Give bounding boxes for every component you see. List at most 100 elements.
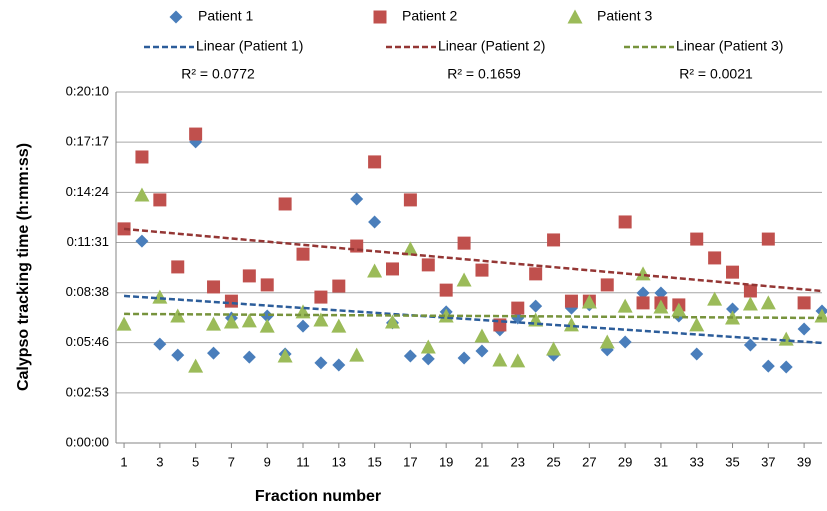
point	[457, 236, 471, 250]
point	[707, 291, 723, 306]
point	[511, 301, 525, 315]
point	[207, 280, 221, 294]
x-tick-label: 15	[367, 454, 381, 469]
point	[618, 335, 632, 349]
point	[618, 215, 632, 229]
point	[385, 262, 399, 276]
point	[581, 294, 597, 309]
point	[260, 309, 274, 323]
x-tick-label: 9	[264, 454, 271, 469]
x-tick-label: 3	[156, 454, 163, 469]
point	[242, 269, 256, 283]
x-tick-label: 17	[403, 454, 417, 469]
point	[260, 278, 274, 292]
r-squared: R² = 0.1659	[447, 66, 521, 82]
x-tick-label: 19	[439, 454, 453, 469]
point	[403, 193, 417, 207]
x-tick-label: 5	[192, 454, 199, 469]
point	[368, 155, 382, 169]
x-tick-label: 7	[228, 454, 235, 469]
point	[635, 266, 651, 281]
point	[332, 279, 346, 293]
point	[117, 222, 131, 236]
point	[510, 353, 526, 368]
x-tick-label: 33	[689, 454, 703, 469]
point	[690, 347, 704, 361]
point	[779, 360, 793, 374]
point	[368, 215, 382, 229]
legend-label: Linear (Patient 2)	[438, 38, 545, 54]
y-tick-label: 0:08:38	[66, 284, 109, 299]
point	[153, 193, 167, 207]
y-tick-label: 0:17:17	[66, 134, 109, 149]
point	[529, 299, 543, 313]
point	[134, 187, 150, 202]
point	[564, 294, 578, 308]
point	[636, 296, 650, 310]
point	[152, 289, 168, 304]
point	[547, 233, 561, 247]
point	[314, 290, 328, 304]
point	[600, 278, 614, 292]
point	[546, 341, 562, 356]
point	[421, 258, 435, 272]
point	[797, 296, 811, 310]
point	[171, 348, 185, 362]
point	[384, 314, 400, 329]
legend-marker	[373, 10, 387, 24]
trend-line	[124, 312, 823, 320]
point	[529, 267, 543, 281]
legend-label: Linear (Patient 3)	[676, 38, 783, 54]
y-axis-title: Calypso tracking time (h:mm:ss)	[15, 143, 32, 391]
point	[743, 284, 757, 298]
point	[241, 313, 257, 328]
x-tick-label: 29	[618, 454, 632, 469]
point	[189, 127, 203, 141]
point	[420, 339, 436, 354]
point	[331, 318, 347, 333]
r-squared: R² = 0.0772	[181, 66, 255, 82]
point	[456, 272, 472, 287]
x-tick-label: 39	[797, 454, 811, 469]
point	[403, 349, 417, 363]
point	[617, 298, 633, 313]
point	[242, 350, 256, 364]
x-tick-label: 1	[120, 454, 127, 469]
point	[296, 319, 310, 333]
point	[797, 322, 811, 336]
point	[761, 232, 775, 246]
point	[653, 299, 669, 314]
point	[726, 265, 740, 279]
point	[278, 197, 292, 211]
point	[313, 312, 329, 327]
point	[170, 308, 186, 323]
y-tick-label: 0:02:53	[66, 384, 109, 399]
x-tick-label: 23	[511, 454, 525, 469]
point	[742, 296, 758, 311]
point	[599, 334, 615, 349]
point	[743, 338, 757, 352]
point	[778, 331, 794, 346]
point	[171, 260, 185, 274]
point	[654, 286, 668, 300]
point	[116, 316, 132, 331]
point	[277, 348, 293, 363]
point	[475, 344, 489, 358]
point	[421, 352, 435, 366]
point	[332, 358, 346, 372]
point	[636, 286, 650, 300]
legend-label: Patient 1	[198, 8, 253, 24]
point	[475, 263, 489, 277]
point	[457, 351, 471, 365]
legend-label: Patient 2	[402, 8, 457, 24]
point	[474, 328, 490, 343]
point	[726, 302, 740, 316]
point	[760, 295, 776, 310]
point	[492, 352, 508, 367]
y-tick-label: 0:00:00	[66, 434, 109, 449]
point	[207, 346, 221, 360]
point	[296, 247, 310, 261]
point	[224, 294, 238, 308]
point	[439, 283, 453, 297]
point	[223, 314, 239, 329]
